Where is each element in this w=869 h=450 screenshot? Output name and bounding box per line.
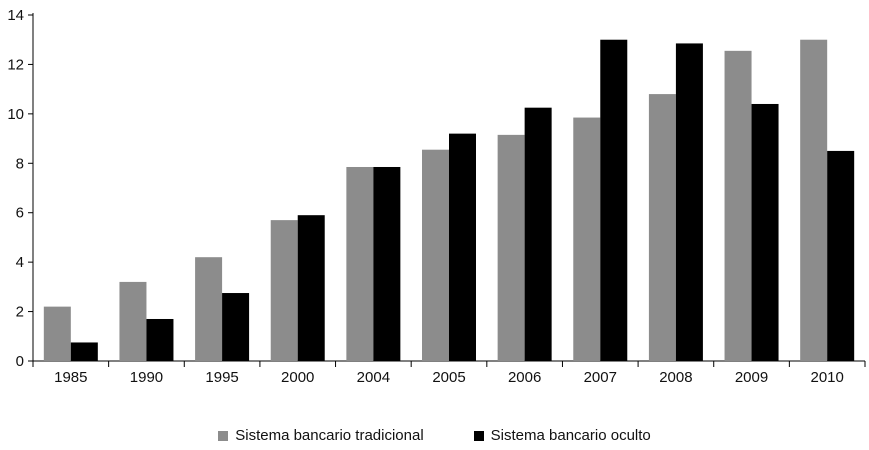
bar-shadow <box>675 43 703 362</box>
x-tick-label: 1985 <box>54 369 87 386</box>
bar-shadow <box>751 103 779 361</box>
x-tick-label: 1995 <box>205 369 238 386</box>
bar-shadow <box>222 293 250 361</box>
x-tick-label: 2004 <box>357 369 390 386</box>
x-tick-label: 2000 <box>281 369 314 386</box>
legend-label-traditional: Sistema bancario tradicional <box>235 427 424 444</box>
bar-traditional <box>422 149 449 361</box>
x-axis: 1985 1990 1995 2000 2004 2005 2006 2007 2008 2009… <box>32 360 866 386</box>
bar-shadow <box>524 107 552 361</box>
bar-shadow <box>146 318 174 361</box>
bar-shadow <box>827 150 855 361</box>
legend-label-shadow: Sistema bancario oculto <box>490 427 651 444</box>
legend-swatch-traditional <box>218 430 229 441</box>
x-tick-label: 2008 <box>659 369 692 386</box>
bar-traditional <box>195 257 223 361</box>
x-tick-label: 2006 <box>508 369 541 386</box>
bar-shadow <box>70 342 98 361</box>
y-tick-label: 6 <box>16 205 24 222</box>
bar-shadow <box>373 166 401 361</box>
bar-traditional <box>270 220 298 361</box>
bar-shadow <box>449 133 476 361</box>
legend-swatch-shadow <box>473 430 484 441</box>
y-tick-label: 4 <box>16 254 24 271</box>
bar-traditional <box>800 39 828 361</box>
x-tick-label: 2007 <box>584 369 617 386</box>
bar-traditional <box>573 117 601 361</box>
y-axis: 0 2 4 6 8 10 12 14 <box>7 7 34 370</box>
bar-shadow <box>600 39 628 361</box>
y-tick-label: 2 <box>16 304 24 321</box>
y-tick-label: 10 <box>7 106 24 123</box>
y-tick-label: 14 <box>7 7 24 24</box>
legend-item-shadow: Sistema bancario oculto <box>473 427 651 444</box>
x-tick-label: 2010 <box>810 369 843 386</box>
bar-shadow <box>297 215 325 361</box>
legend-item-traditional: Sistema bancario tradicional <box>218 427 424 444</box>
bar-traditional <box>648 94 676 361</box>
x-tick-label: 1990 <box>130 369 163 386</box>
y-tick-label: 0 <box>16 353 24 370</box>
y-tick-label: 12 <box>7 56 24 73</box>
bar-traditional <box>119 281 147 361</box>
y-tick-label: 8 <box>16 155 24 172</box>
bar-traditional <box>43 306 71 361</box>
x-tick-label: 2005 <box>432 369 465 386</box>
bars <box>43 39 855 362</box>
x-tick-label: 2009 <box>735 369 768 386</box>
legend: Sistema bancario tradicional Sistema ban… <box>0 427 869 444</box>
bar-traditional <box>346 166 374 361</box>
bar-traditional <box>497 134 525 361</box>
bar-traditional <box>724 50 752 361</box>
